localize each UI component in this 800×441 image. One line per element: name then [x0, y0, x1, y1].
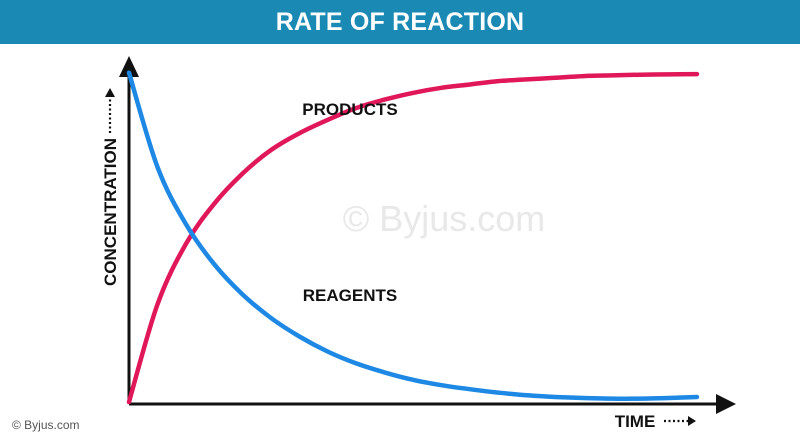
series-label-reagents: REAGENTS — [303, 286, 397, 305]
y-label-arrowhead — [105, 88, 115, 97]
title-bar: RATE OF REACTION — [0, 0, 800, 44]
series-label-products: PRODUCTS — [302, 100, 397, 119]
x-axis-label: TIME — [615, 412, 656, 431]
y-axis-arrowhead — [119, 56, 139, 77]
chart-title: RATE OF REACTION — [275, 7, 525, 36]
y-axis-label: CONCENTRATION — [101, 138, 120, 286]
products-curve — [126, 71, 700, 405]
reagents-curve — [126, 70, 700, 401]
y-axis-label-group: CONCENTRATION — [101, 138, 120, 286]
x-axis-arrowhead — [716, 394, 736, 414]
footer-credit: © Byjus.com — [12, 418, 80, 432]
watermark-text: © Byjus.com — [343, 198, 546, 239]
x-label-arrowhead — [688, 416, 696, 426]
